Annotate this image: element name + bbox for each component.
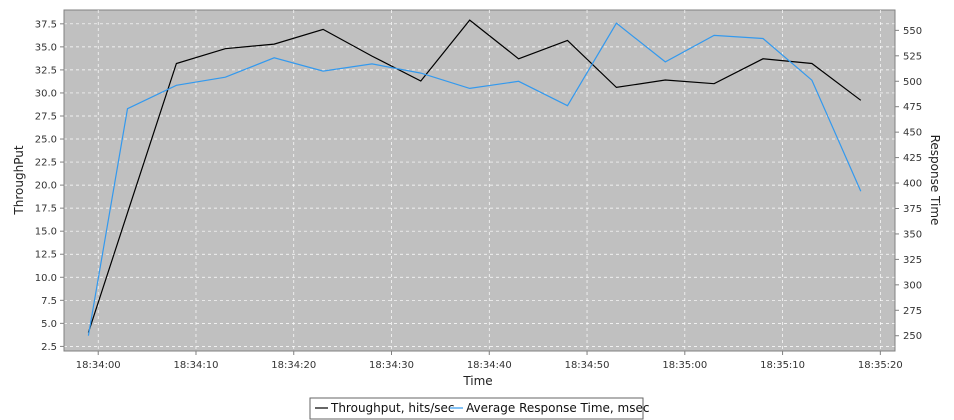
axes — [63, 10, 896, 352]
y-right-tick-label: 400 — [903, 179, 922, 190]
y-right-tick-label: 450 — [903, 128, 922, 139]
x-axis-title: Time — [462, 374, 492, 388]
y-left-tick-label: 30.0 — [35, 88, 57, 99]
legend: Throughput, hits/sec Average Response Ti… — [309, 397, 649, 420]
y-left-tick-label: 20.0 — [35, 181, 57, 192]
y-left-tick-label: 37.5 — [35, 19, 57, 30]
x-ticks: 18:34:00 18:34:10 18:34:20 18:34:30 18:34:40… — [76, 351, 903, 371]
y-right-tick-label: 525 — [903, 51, 922, 62]
y-left-tick-label: 10.0 — [35, 273, 57, 284]
y-left-axis-title: ThroughPut — [12, 145, 26, 215]
y-right-tick-label: 475 — [903, 102, 922, 113]
y-right-ticks: 250 275 300 325 350 375 400 425 450 475 500 525 550 — [895, 26, 922, 342]
y-right-tick-label: 325 — [903, 255, 922, 266]
x-tick-label: 18:34:40 — [467, 360, 512, 371]
plot-area — [63, 9, 896, 352]
y-right-tick-label: 350 — [903, 229, 922, 240]
x-tick-label: 18:34:50 — [565, 360, 610, 371]
y-left-tick-label: 12.5 — [35, 250, 57, 261]
x-tick-label: 18:34:00 — [76, 360, 121, 371]
series-line-throughput — [87, 19, 862, 333]
legend-label-throughput: Throughput, hits/sec — [330, 401, 455, 415]
x-tick-label: 18:34:30 — [369, 360, 414, 371]
y-left-tick-label: 7.5 — [41, 296, 57, 307]
y-left-tick-label: 22.5 — [35, 158, 57, 169]
series-line-response-time — [87, 22, 862, 336]
x-tick-label: 18:34:20 — [271, 360, 316, 371]
series-lines — [87, 19, 862, 336]
x-tick-label: 18:35:10 — [760, 360, 805, 371]
y-right-tick-label: 250 — [903, 331, 922, 342]
y-left-tick-label: 5.0 — [41, 319, 57, 330]
gridlines — [64, 10, 895, 351]
y-left-tick-label: 25.0 — [35, 135, 57, 146]
x-tick-label: 18:35:20 — [858, 360, 903, 371]
y-left-tick-label: 32.5 — [35, 65, 57, 76]
y-right-tick-label: 425 — [903, 153, 922, 164]
y-left-ticks: 2.5 5.0 7.5 10.0 12.5 15.0 17.5 20.0 22.5 25.0 27.… — [35, 19, 64, 353]
legend-label-response-time: Average Response Time, msec — [466, 401, 649, 415]
y-left-tick-label: 27.5 — [35, 111, 57, 122]
y-right-tick-label: 375 — [903, 204, 922, 215]
y-right-tick-label: 550 — [903, 26, 922, 37]
y-right-tick-label: 275 — [903, 306, 922, 317]
y-left-tick-label: 35.0 — [35, 42, 57, 53]
y-right-axis-title: Response Time — [928, 135, 942, 226]
y-right-tick-label: 500 — [903, 77, 922, 88]
legend-box — [309, 397, 644, 420]
y-left-tick-label: 2.5 — [41, 342, 57, 353]
y-left-tick-label: 15.0 — [35, 227, 57, 238]
x-tick-label: 18:35:00 — [662, 360, 707, 371]
y-right-tick-label: 300 — [903, 280, 922, 291]
x-tick-label: 18:34:10 — [174, 360, 219, 371]
y-left-tick-label: 17.5 — [35, 204, 57, 215]
